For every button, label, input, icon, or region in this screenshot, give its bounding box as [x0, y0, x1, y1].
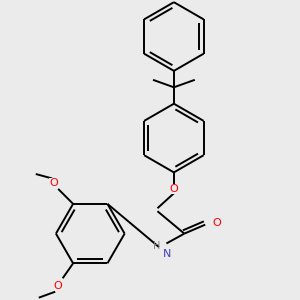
Text: N: N	[163, 249, 171, 260]
Text: O: O	[213, 218, 221, 228]
Text: H: H	[153, 241, 160, 250]
Text: O: O	[49, 178, 58, 188]
Text: O: O	[54, 281, 63, 291]
Text: O: O	[169, 184, 178, 194]
